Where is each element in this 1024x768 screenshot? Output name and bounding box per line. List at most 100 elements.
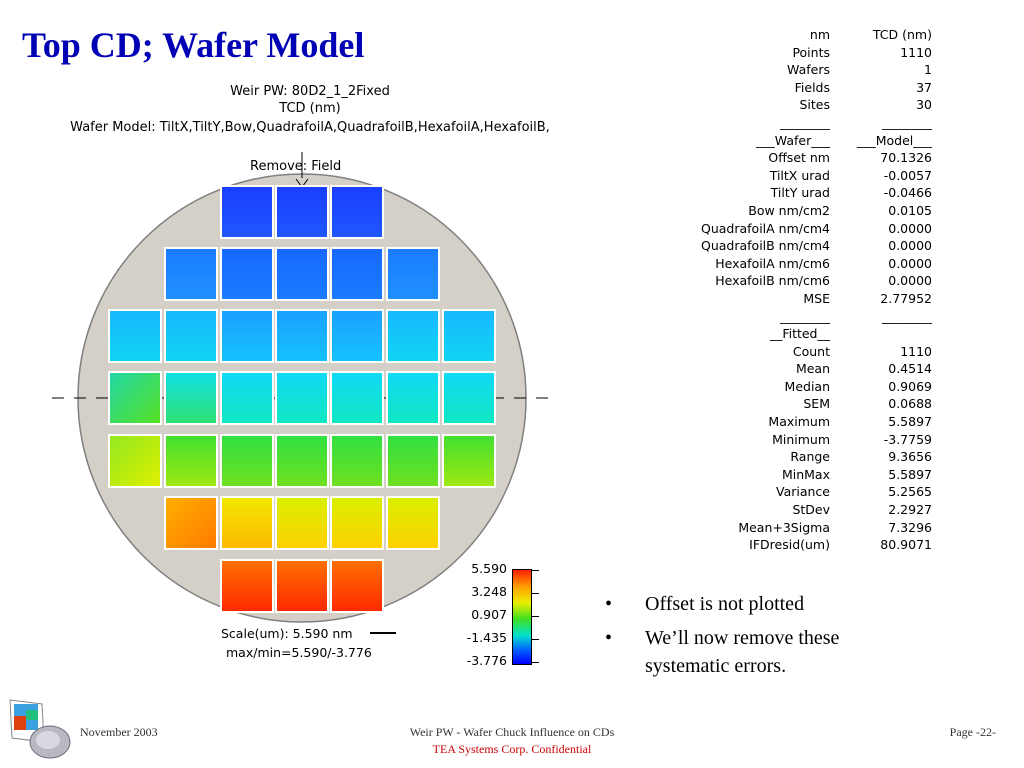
stat-value: 2.2927	[888, 502, 932, 518]
colorbar-tick	[531, 662, 539, 663]
stat-value: -3.7759	[883, 431, 932, 447]
colorbar-tick	[531, 570, 539, 571]
wafer-field	[330, 496, 384, 550]
stat-value: ___Model___	[856, 132, 932, 148]
bullet-marker: •	[605, 627, 613, 649]
stat-label: Bow nm/cm2	[748, 202, 830, 218]
stats-labels-column: nm Points Wafers Fields Sites ________ _…	[640, 26, 830, 554]
wafer-field	[442, 371, 496, 425]
wafer-field	[330, 185, 384, 239]
stat-label: Mean+3Sigma	[738, 519, 830, 535]
wafer-field	[164, 371, 218, 425]
stat-value: 0.4514	[888, 361, 932, 377]
stat-value: -0.0057	[883, 167, 932, 183]
stat-value	[840, 325, 932, 343]
wafer-field	[386, 309, 440, 363]
wafer-field	[386, 496, 440, 550]
stat-label: ________	[780, 308, 830, 324]
wafer-field	[108, 434, 162, 488]
stat-label: nm	[809, 27, 830, 42]
stat-value: 80.9071	[880, 537, 932, 553]
wafer-field	[386, 371, 440, 425]
stat-value: 9.3656	[888, 449, 932, 465]
stat-label: Variance	[776, 484, 830, 500]
slide-title: Top CD; Wafer Model	[22, 25, 365, 65]
wafer-field	[164, 247, 218, 301]
stat-value: 5.2565	[888, 484, 932, 500]
stat-value: 5.5897	[888, 414, 932, 430]
stat-label: Wafers	[787, 62, 830, 78]
wafer-field	[275, 185, 329, 239]
stat-label: StDev	[792, 502, 830, 518]
remove-label: Remove: Field	[250, 159, 342, 174]
stat-label: MSE	[803, 290, 830, 306]
wafer-field	[442, 309, 496, 363]
stat-value: TCD (nm)	[872, 27, 932, 42]
stat-label: SEM	[803, 396, 830, 412]
footer-page-number: Page -22-	[949, 725, 996, 739]
wafer-field	[220, 434, 274, 488]
stat-value: 0.0688	[888, 396, 932, 412]
stat-value: 70.1326	[880, 150, 932, 166]
stat-value: ________	[882, 308, 932, 324]
stat-value: 2.77952	[880, 290, 932, 306]
wafer-field	[330, 434, 384, 488]
colorbar-label: -1.435	[466, 630, 507, 645]
stat-value: 1110	[900, 343, 932, 359]
stat-value: 5.5897	[888, 466, 932, 482]
wafer-field	[108, 371, 162, 425]
bullet-marker: •	[605, 593, 613, 615]
colorbar-tick	[531, 616, 539, 617]
wafer-field	[108, 309, 162, 363]
stat-value: 0.0000	[888, 220, 932, 236]
wafer-field	[164, 434, 218, 488]
scale-label: Scale(um): 5.590 nm	[221, 626, 353, 641]
stat-label: QuadrafoilA nm/cm4	[701, 220, 830, 236]
stat-value: 0.0000	[888, 238, 932, 254]
stat-value: 1	[924, 62, 932, 78]
wafer-field	[330, 371, 384, 425]
stat-value: 1110	[900, 44, 932, 60]
stat-value: 0.0000	[888, 273, 932, 289]
colorbar-label-min: -3.776	[466, 653, 507, 668]
wafer-field	[220, 496, 274, 550]
wafer-field	[386, 247, 440, 301]
stat-label: ________	[780, 114, 830, 130]
wafer-field	[164, 496, 218, 550]
bullet-text: We’ll now remove these systematic errors…	[645, 627, 840, 677]
max-min-label: max/min=5.590/-3.776	[226, 645, 372, 660]
stat-label: HexafoilB nm/cm6	[715, 273, 830, 289]
stat-value: 0.9069	[888, 378, 932, 394]
stat-value: -0.0466	[883, 185, 932, 201]
stat-value: ________	[882, 114, 932, 130]
stats-values-column: TCD (nm) 1110 1 37 30 ________ ___Model_…	[840, 26, 932, 554]
wafer-field	[275, 496, 329, 550]
bullet-text: Offset is not plotted	[645, 593, 805, 615]
stat-value: 7.3296	[888, 519, 932, 535]
wafer-field	[275, 559, 329, 613]
colorbar-label-max: 5.590	[471, 561, 507, 576]
wafer-field	[220, 185, 274, 239]
colorbar-label: 3.248	[471, 584, 507, 599]
wafer-field	[442, 434, 496, 488]
stat-label: Median	[784, 378, 830, 394]
bullet-item: • Offset is not plotted	[605, 590, 915, 618]
footer-confidential: TEA Systems Corp. Confidential	[432, 742, 592, 756]
stat-label: QuadrafoilB nm/cm4	[700, 238, 830, 254]
wafer-field-grid	[108, 185, 496, 613]
wafer-model-terms: Wafer Model: TiltX,TiltY,Bow,QuadrafoilA…	[70, 120, 550, 135]
footer-title: Weir PW - Wafer Chuck Influence on CDs	[409, 725, 615, 739]
color-scale-bar	[512, 569, 532, 665]
colorbar-label: 0.907	[471, 607, 507, 622]
wafer-field	[330, 247, 384, 301]
stat-label: Sites	[799, 97, 830, 113]
stat-label: MinMax	[781, 466, 830, 482]
stat-value: 37	[916, 79, 932, 95]
stat-label: Maximum	[768, 414, 830, 430]
stat-value: 0.0000	[888, 255, 932, 271]
footer-date: November 2003	[80, 725, 158, 739]
wafer-field	[220, 247, 274, 301]
bullet-list: • Offset is not plotted • We’ll now remo…	[605, 590, 915, 686]
wafer-field	[220, 309, 274, 363]
